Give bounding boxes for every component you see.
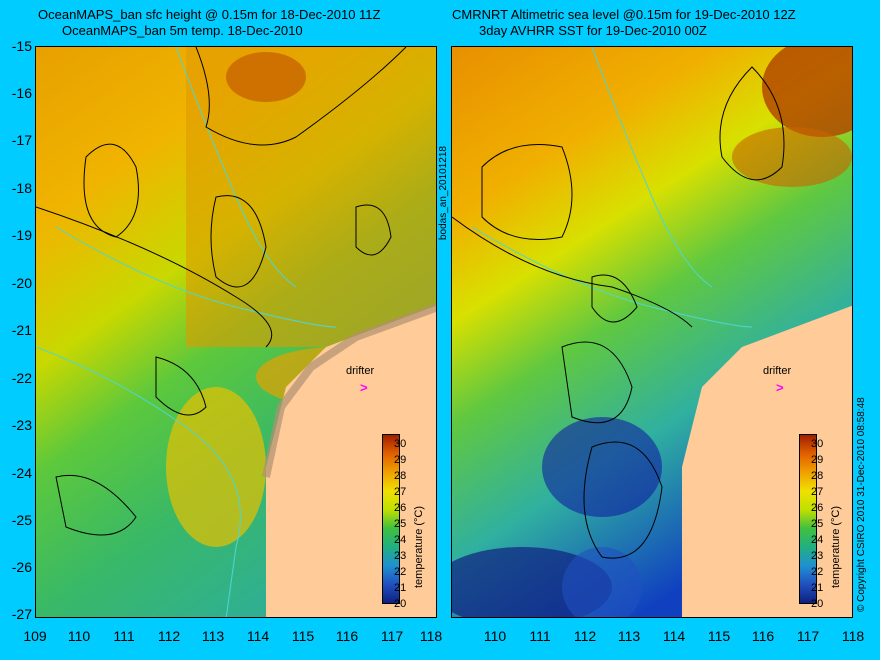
x-tick-label: 116 <box>335 628 359 644</box>
x-tick-label: 114 <box>662 628 686 644</box>
colorbar-right <box>799 434 817 604</box>
left-map <box>36 47 436 617</box>
colorbar-tick: 30 <box>394 438 407 450</box>
x-tick-label: 113 <box>617 628 641 644</box>
y-tick-label: -23 <box>11 417 32 433</box>
y-tick-label: -24 <box>11 465 32 481</box>
y-tick-label: -16 <box>11 85 32 101</box>
x-tick-label: 117 <box>380 628 404 644</box>
colorbar-label-left: temperature (°C) <box>413 505 425 588</box>
x-tick-label: 114 <box>246 628 270 644</box>
colorbar-tick: 30 <box>811 438 824 450</box>
colorbar-tick: 28 <box>811 470 824 482</box>
x-tick-label: 113 <box>201 628 225 644</box>
y-tick-label: -25 <box>11 512 32 528</box>
x-tick-label: 111 <box>529 628 551 644</box>
colorbar-tick: 25 <box>811 518 824 530</box>
drifter-marker-right: > <box>776 380 784 395</box>
x-tick-label: 117 <box>796 628 820 644</box>
y-tick-label: -15 <box>11 38 32 54</box>
right-title-line2: 3day AVHRR SST for 19-Dec-2010 00Z <box>479 23 707 38</box>
y-tick-label: -19 <box>11 227 32 243</box>
x-tick-label: 118 <box>841 628 865 644</box>
colorbar-tick: 22 <box>394 566 407 578</box>
x-tick-label: 118 <box>419 628 443 644</box>
colorbar-tick: 21 <box>811 582 824 594</box>
x-tick-label: 109 <box>23 628 47 644</box>
y-tick-label: -27 <box>11 606 32 622</box>
colorbar-tick: 29 <box>811 454 824 466</box>
colorbar-tick: 20 <box>394 598 407 610</box>
colorbar-tick: 29 <box>394 454 407 466</box>
right-title-line1: CMRNRT Altimetric sea level @0.15m for 1… <box>452 7 796 22</box>
y-tick-label: -18 <box>11 180 32 196</box>
x-tick-label: 115 <box>707 628 731 644</box>
colorbar-tick: 23 <box>394 550 407 562</box>
colorbar-tick: 28 <box>394 470 407 482</box>
copyright-label: © Copyright CSIRO 2010 31-Dec-2010 08:58… <box>856 397 867 612</box>
run-id-label: bodas_an_20101218 <box>438 146 449 240</box>
x-tick-label: 115 <box>291 628 315 644</box>
colorbar-tick: 24 <box>394 534 407 546</box>
right-map <box>452 47 852 617</box>
left-title-line2: OceanMAPS_ban 5m temp. 18-Dec-2010 <box>62 23 303 38</box>
x-tick-label: 111 <box>113 628 135 644</box>
colorbar-tick: 20 <box>811 598 824 610</box>
y-tick-label: -21 <box>11 322 32 338</box>
right-map-panel <box>451 46 853 618</box>
colorbar-tick: 27 <box>811 486 824 498</box>
drifter-label-left: drifter <box>346 365 375 377</box>
y-tick-label: -20 <box>11 275 32 291</box>
colorbar-tick: 24 <box>811 534 824 546</box>
colorbar-tick: 27 <box>394 486 407 498</box>
colorbar-left <box>382 434 400 604</box>
colorbar-label-right: temperature (°C) <box>830 505 842 588</box>
x-tick-label: 110 <box>483 628 507 644</box>
left-map-panel <box>35 46 437 618</box>
y-tick-label: -17 <box>11 132 32 148</box>
colorbar-tick: 22 <box>811 566 824 578</box>
colorbar-tick: 23 <box>811 550 824 562</box>
y-tick-label: -26 <box>11 559 32 575</box>
y-tick-label: -22 <box>11 370 32 386</box>
x-tick-label: 116 <box>751 628 775 644</box>
drifter-marker-left: > <box>360 380 368 395</box>
x-tick-label: 112 <box>573 628 597 644</box>
drifter-label-right: drifter <box>763 365 792 377</box>
x-tick-label: 110 <box>67 628 91 644</box>
colorbar-tick: 26 <box>811 502 824 514</box>
left-title-line1: OceanMAPS_ban sfc height @ 0.15m for 18-… <box>38 7 381 22</box>
colorbar-tick: 21 <box>394 582 407 594</box>
colorbar-tick: 26 <box>394 502 407 514</box>
colorbar-tick: 25 <box>394 518 407 530</box>
x-tick-label: 112 <box>157 628 181 644</box>
